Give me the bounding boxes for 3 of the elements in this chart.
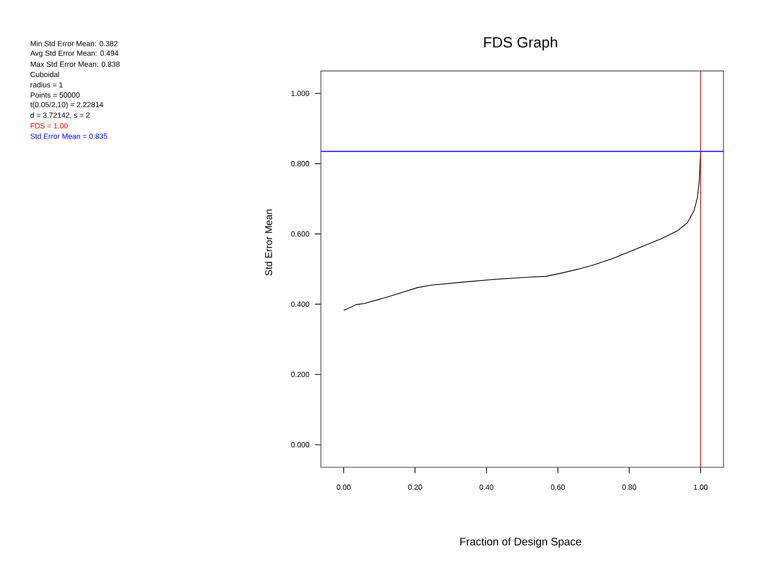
- y-axis-title: Std Error Mean: [264, 210, 272, 276]
- chart-title: FDS Graph: [484, 36, 558, 51]
- x-axis-title: Fraction of Design Space: [460, 538, 582, 548]
